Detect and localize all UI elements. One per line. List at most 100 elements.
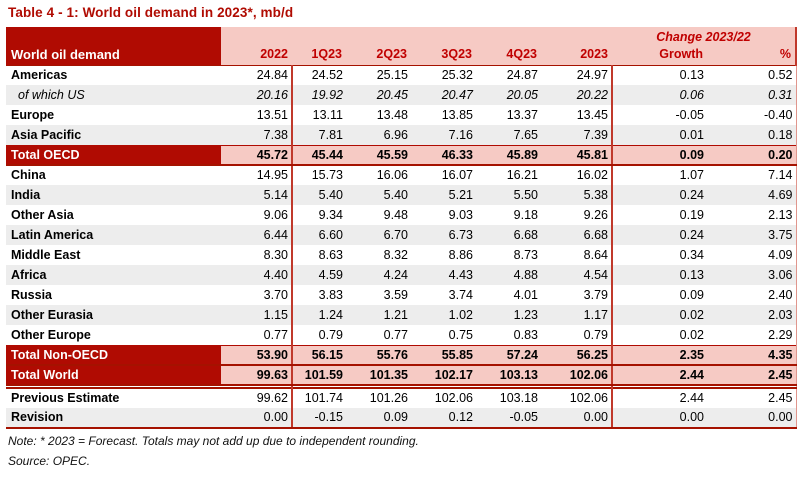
cell--: -0.40 [707,105,797,125]
cell-growth: 0.02 [612,305,707,325]
cell-3q23: 8.86 [448,247,473,262]
cell--: 2.45 [707,364,797,386]
cell-2q23: 6.70 [346,225,411,245]
cell-2q23: 45.59 [346,144,411,166]
cell-2022: 8.30 [221,245,293,265]
cell--: 4.69 [707,185,797,205]
table-row-total-non-oecd: Total Non-OECD 53.90 56.15 55.76 55.85 57.24 5… [6,344,797,366]
cell-2023: 24.97 [541,65,613,85]
cell-growth: 2.44 [612,364,707,386]
report-page: Table 4 - 1: World oil demand in 2023*, … [0,5,805,479]
cell-growth: 0.19 [679,207,704,222]
cell-1q23: 101.59 [292,364,346,386]
cell-4q23: 103.13 [476,364,541,386]
cell-2022: 0.77 [221,325,293,345]
cell-3q23: 0.75 [448,327,473,342]
cell-growth: 0.02 [679,327,704,342]
change-header-row: World oil demand Change 2023/22 [6,27,797,66]
cell-2022: 7.38 [221,125,293,145]
cell-2q23: 5.40 [346,185,411,205]
cell-2023: 16.02 [541,165,613,185]
cell-3q23: 1.02 [411,305,476,325]
cell-2023: 13.45 [541,105,613,125]
cell-2023: 7.39 [541,125,613,145]
cell-growth: 1.07 [679,168,704,183]
cell-2022: 20.16 [221,85,293,105]
cell-2q23: 55.76 [346,344,411,366]
cell-2023: 45.81 [541,144,613,166]
double-rule-gap [6,385,797,388]
cell-2q23: 20.45 [346,85,411,105]
cell-2q23: 0.09 [346,408,411,429]
row-label: Middle East [11,247,81,262]
column-header-2022: 2022 [221,44,292,66]
table-row-middle-east: Middle East 8.30 8.63 8.32 8.86 8.73 8.64 0.34 4… [6,245,797,265]
table-body: Americas 24.84 24.52 25.15 25.32 24.87 24.97 0.… [6,65,797,429]
cell-4q23: 9.18 [513,207,538,222]
table-row-other-asia: Other Asia 9.06 9.34 9.48 9.03 9.18 9.26 0.19 2.… [6,205,797,225]
table-row-total-oecd: Total OECD 45.72 45.44 45.59 46.33 45.89 45.81… [6,144,797,166]
cell-2022: 99.62 [221,387,293,408]
column-header-4q23: 4Q23 [476,44,541,66]
table-row-europe: Europe 13.51 13.11 13.48 13.85 13.37 13.45 -0.0… [6,105,797,125]
cell-2022: 4.40 [221,265,293,285]
cell-2q23: 25.15 [376,68,408,82]
cell-2022: 14.95 [221,165,293,185]
cell-1q23: 0.79 [318,327,343,342]
cell-2023: 5.38 [541,185,613,205]
cell-2023: 56.25 [541,344,613,366]
cell-2q23: 9.48 [383,207,408,222]
cell-growth: 0.24 [612,185,707,205]
cell-2022: 0.00 [221,408,293,429]
cell-4q23: -0.05 [476,408,541,429]
cell-1q23: 4.59 [292,265,346,285]
cell-2023: 0.79 [541,325,613,345]
cell-growth: 0.24 [612,225,707,245]
cell-2022: 5.14 [221,185,293,205]
cell-growth: -0.05 [675,107,705,122]
cell-3q23: 25.32 [441,68,473,82]
table-row-other-eurasia: Other Eurasia 1.15 1.24 1.21 1.02 1.23 1.17 0.0… [6,305,797,325]
table-row-americas: Americas 24.84 24.52 25.15 25.32 24.87 24.97 0.… [6,65,797,85]
cell--: 4.09 [707,245,797,265]
cell-4q23: 4.88 [476,265,541,285]
cell-growth: 0.00 [612,408,707,429]
table-row-china: China 14.95 15.73 16.06 16.07 16.21 16.02 1.07 7… [6,165,797,185]
change-header: Change 2023/22 [612,27,797,44]
column-header-row: 2022 1Q23 2Q23 3Q23 4Q23 2023 Growth% [6,44,797,66]
row-label: Total Non-OECD [6,344,221,366]
row-label: Total OECD [6,144,221,166]
cell-1q23: 3.83 [318,287,343,302]
source-text: Source: OPEC. [8,454,91,468]
cell-3q23: 5.21 [411,185,476,205]
table-row-asia-pacific: Asia Pacific 7.38 7.81 6.96 7.16 7.65 7.39 0.01… [6,125,797,145]
cell--: 0.00 [707,408,797,429]
cell-2q23: 8.32 [383,247,408,262]
cell-growth: 0.09 [612,144,707,166]
cell-3q23: 13.85 [441,107,473,122]
row-label: Americas [11,68,68,82]
column-header-3q23: 3Q23 [411,44,476,66]
cell-4q23: 20.05 [476,85,541,105]
cell-4q23: 45.89 [476,144,541,166]
cell-growth: 0.13 [612,265,707,285]
column-header-1q23: 1Q23 [292,44,346,66]
cell-2023: 8.64 [541,245,613,265]
cell--: 2.45 [707,387,797,408]
cell-2022: 24.84 [221,65,293,85]
cell--: 0.18 [707,125,797,145]
cell-2023: 102.06 [541,364,613,386]
table-row-latin-america: Latin America 6.44 6.60 6.70 6.73 6.68 6.68 0.2… [6,225,797,245]
cell-2q23: 0.77 [383,327,408,342]
cell-3q23: 102.17 [411,364,476,386]
cell-4q23: 1.23 [476,305,541,325]
cell-4q23: 5.50 [476,185,541,205]
column-header-growth: Growth [612,44,707,66]
cell-growth: 2.44 [612,387,707,408]
cell-1q23: 13.11 [312,107,343,122]
cell-3q23: 20.47 [411,85,476,105]
cell-2022: 3.70 [221,285,293,305]
row-label: Latin America [6,225,221,245]
cell-2022: 9.06 [221,205,293,225]
world-oil-demand-table: World oil demand Change 2023/22 2022 1Q23… [6,27,797,429]
